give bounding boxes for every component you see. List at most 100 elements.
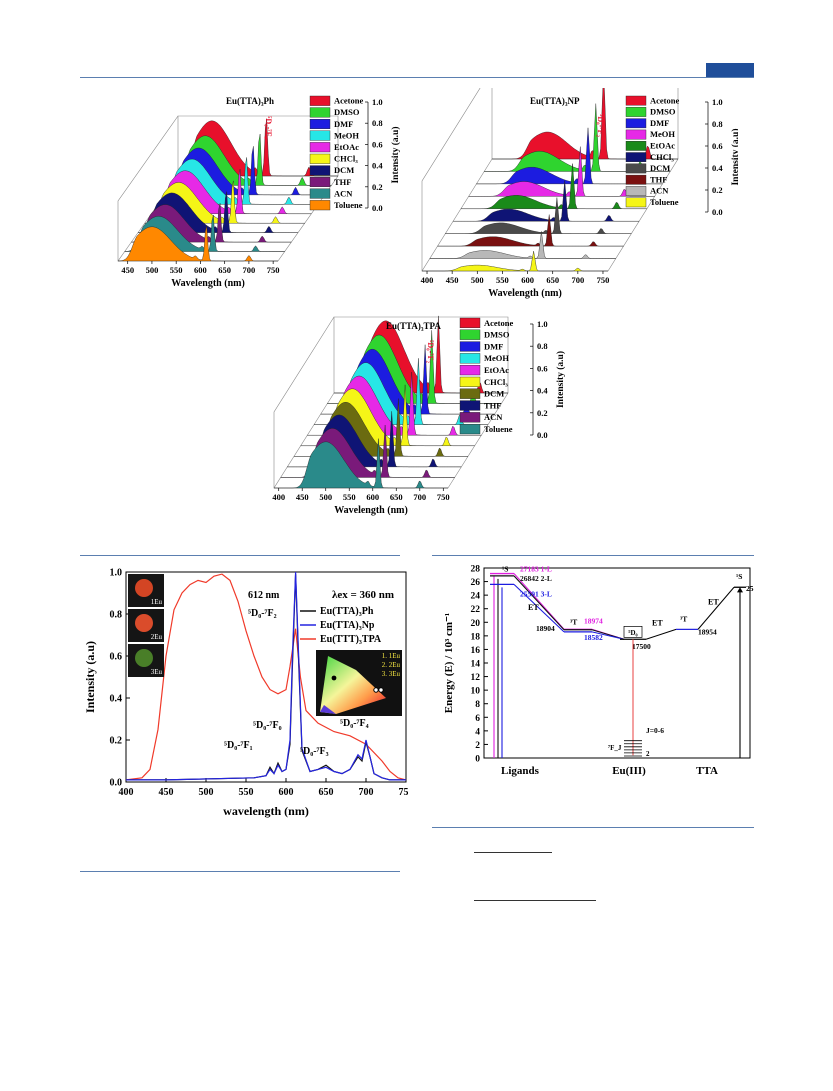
x-tick-label-5: 700 bbox=[243, 265, 256, 275]
singlet-value-2: 25591 3-L bbox=[520, 589, 552, 598]
cie-blue-region bbox=[320, 705, 336, 714]
annotation-f4: ⁵D₀-⁷F₄ bbox=[340, 718, 369, 729]
x-tick-label-5: 650 bbox=[390, 492, 403, 502]
x-tick-label-6: 750 bbox=[267, 265, 280, 275]
z-tick-label-1: 0.2 bbox=[712, 185, 723, 195]
z-tick-label-0: 0.0 bbox=[537, 430, 548, 440]
chart-title: Eu(TTA)₃NP bbox=[530, 96, 580, 106]
annotation-f1: ⁵D₀-⁷F₁ bbox=[224, 740, 253, 751]
emission-spectrum-panel: 400 450 500 550 600 650 700 750 0.0 0.2 0.4 0.6 0.8 1… bbox=[78, 562, 414, 832]
y-tick-label-3: 0.6 bbox=[110, 652, 123, 663]
y-tick-label-3: 6 bbox=[475, 714, 480, 724]
header-tab bbox=[706, 63, 754, 77]
tta-arrow-head bbox=[737, 587, 743, 593]
legend-label-9: Toluene bbox=[334, 200, 363, 210]
photo-sample-1 bbox=[135, 579, 153, 597]
tta-isc-line bbox=[697, 586, 735, 630]
x-tick-label-5: 650 bbox=[319, 787, 334, 798]
x-tick-label-6: 700 bbox=[571, 275, 584, 285]
energy-diagram-panel: 0 2 4 6 8 10 12 14 16 18 20 22 24 26 28 Energy (E) / 10… bbox=[432, 562, 765, 784]
y-axis-label: Energy (E) / 10³ cm⁻¹ bbox=[443, 613, 455, 713]
legend-swatch-1 bbox=[625, 107, 647, 117]
back-wall bbox=[177, 115, 339, 176]
legend-swatch-0 bbox=[625, 95, 647, 106]
triplet-value-2: 18582 bbox=[584, 633, 603, 642]
legend-label-1: DMSO bbox=[334, 107, 360, 117]
legend-label-7: THF bbox=[334, 177, 351, 187]
peak-label: 612 nm bbox=[248, 590, 280, 601]
x-tick-label-4: 600 bbox=[366, 492, 379, 502]
z-tick-label-5: 1.0 bbox=[537, 319, 548, 329]
eu-5d0-box bbox=[623, 626, 643, 638]
y-tick-label-4: 8 bbox=[475, 700, 480, 710]
legend-swatch-9 bbox=[625, 197, 647, 208]
series-area-5 bbox=[452, 180, 640, 222]
back-wall bbox=[333, 316, 509, 393]
ligand-singlet-label: ¹S bbox=[502, 564, 508, 573]
x-tick-label-5: 650 bbox=[546, 275, 559, 285]
tta-singlet-label: ¹S bbox=[736, 572, 742, 581]
z-tick-label-4: 0.8 bbox=[372, 118, 383, 128]
y-tick-label-7: 14 bbox=[471, 660, 481, 670]
y-tick-label-2: 4 bbox=[475, 727, 480, 737]
series-area-6 bbox=[444, 197, 632, 234]
category-label-2: TTA bbox=[696, 765, 718, 777]
legend-swatch-8 bbox=[625, 186, 647, 196]
series-area-1 bbox=[483, 103, 671, 172]
tta-triplet-value: 18954 bbox=[698, 628, 717, 637]
z-tick-label-5: 1.0 bbox=[712, 97, 723, 107]
photo-label-2: 2Eu bbox=[151, 633, 163, 641]
legend-label-7: THF bbox=[484, 400, 501, 410]
legend-swatch-7 bbox=[459, 400, 481, 411]
ligand-triplet-label: ³T bbox=[570, 617, 577, 626]
annotation-f3: ⁵D₀-⁷F₃ bbox=[300, 746, 329, 757]
x-tick-label-4: 650 bbox=[218, 265, 231, 275]
legend-swatch-5 bbox=[625, 152, 647, 163]
x-tick-label-3: 550 bbox=[343, 492, 356, 502]
legend-swatch-6 bbox=[309, 165, 331, 176]
waterfall-chart-np: 400 450 500 550 600 650 700 750 Wavelength (nm) E… bbox=[421, 68, 741, 299]
legend-label-3: MeOH bbox=[650, 129, 675, 139]
eu-7f-index: 2 bbox=[646, 750, 650, 758]
z-tick-label-1: 0.2 bbox=[537, 408, 548, 418]
x-tick-label-3: 600 bbox=[194, 265, 207, 275]
series-area-9 bbox=[117, 225, 278, 262]
legend-swatch-6 bbox=[625, 163, 647, 174]
cie-point-1 bbox=[373, 687, 379, 693]
chart-title: Eu(TTA)₃Ph bbox=[226, 96, 274, 106]
underline-1 bbox=[474, 852, 552, 853]
y-tick-label-2: 0.4 bbox=[110, 694, 123, 705]
x-tick-label-2: 500 bbox=[199, 787, 214, 798]
series-area-4 bbox=[460, 163, 647, 209]
x-tick-label-2: 500 bbox=[319, 492, 332, 502]
series-line-2 bbox=[125, 573, 407, 781]
side-wall bbox=[421, 68, 493, 271]
x-tick-label-0: 450 bbox=[121, 265, 134, 275]
series-area-3 bbox=[468, 146, 655, 197]
legend-label-7: THF bbox=[650, 174, 667, 184]
eu-5d0-label: ⁵D₀ bbox=[628, 629, 637, 637]
x-axis-label: Wavelength (nm) bbox=[171, 278, 245, 289]
z-tick-label-5: 1.0 bbox=[372, 97, 383, 107]
side-wall bbox=[273, 316, 335, 488]
waterfall-chart-ph: 450 500 550 600 650 700 750 Wavelength (nm) Eu(T… bbox=[117, 96, 401, 289]
legend-swatch-1 bbox=[459, 329, 481, 340]
series-area-9 bbox=[422, 251, 608, 272]
section-rule-right bbox=[432, 555, 754, 556]
x-tick-label-1: 450 bbox=[159, 787, 174, 798]
cie-legend-1: 1. 1Eu bbox=[382, 652, 401, 660]
series-area-8 bbox=[429, 231, 616, 259]
triplet-value-0: 18974 bbox=[584, 617, 603, 626]
legend-label-5: CHCl₃ bbox=[650, 152, 674, 162]
x-tick-label-3: 550 bbox=[496, 275, 509, 285]
x-tick-label-7: 750 bbox=[437, 492, 450, 502]
cie-point-2 bbox=[378, 687, 384, 693]
legend-label-6: DCM bbox=[650, 163, 670, 173]
et-label-tta: ET bbox=[708, 598, 719, 607]
series-area-9 bbox=[274, 438, 448, 489]
z-tick-label-1: 0.2 bbox=[372, 182, 383, 192]
y-tick-label-12: 24 bbox=[471, 592, 481, 602]
z-tick-label-3: 0.6 bbox=[537, 363, 548, 373]
legend-label-2: DMF bbox=[484, 341, 503, 351]
legend-label-9: Toluene bbox=[650, 197, 679, 207]
